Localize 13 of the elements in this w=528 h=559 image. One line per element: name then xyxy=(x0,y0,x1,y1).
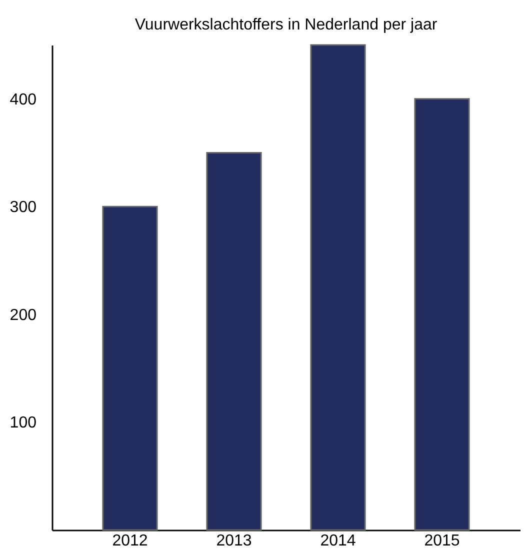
bar xyxy=(414,98,470,531)
x-tick-label: 2012 xyxy=(112,532,148,550)
y-tick-label: 300 xyxy=(10,199,37,216)
y-tick-label: 400 xyxy=(10,91,37,108)
x-tick-label: 2013 xyxy=(216,532,252,550)
chart-title: Vuurwerkslachtoffers in Nederland per jaar xyxy=(134,16,438,34)
bar xyxy=(102,206,158,531)
y-tick-label: 100 xyxy=(10,414,37,432)
bar xyxy=(206,152,262,531)
bar xyxy=(310,44,366,531)
x-tick-label: 2015 xyxy=(424,532,460,550)
x-tick-label: 2014 xyxy=(320,532,356,550)
y-tick-label: 200 xyxy=(10,306,37,324)
